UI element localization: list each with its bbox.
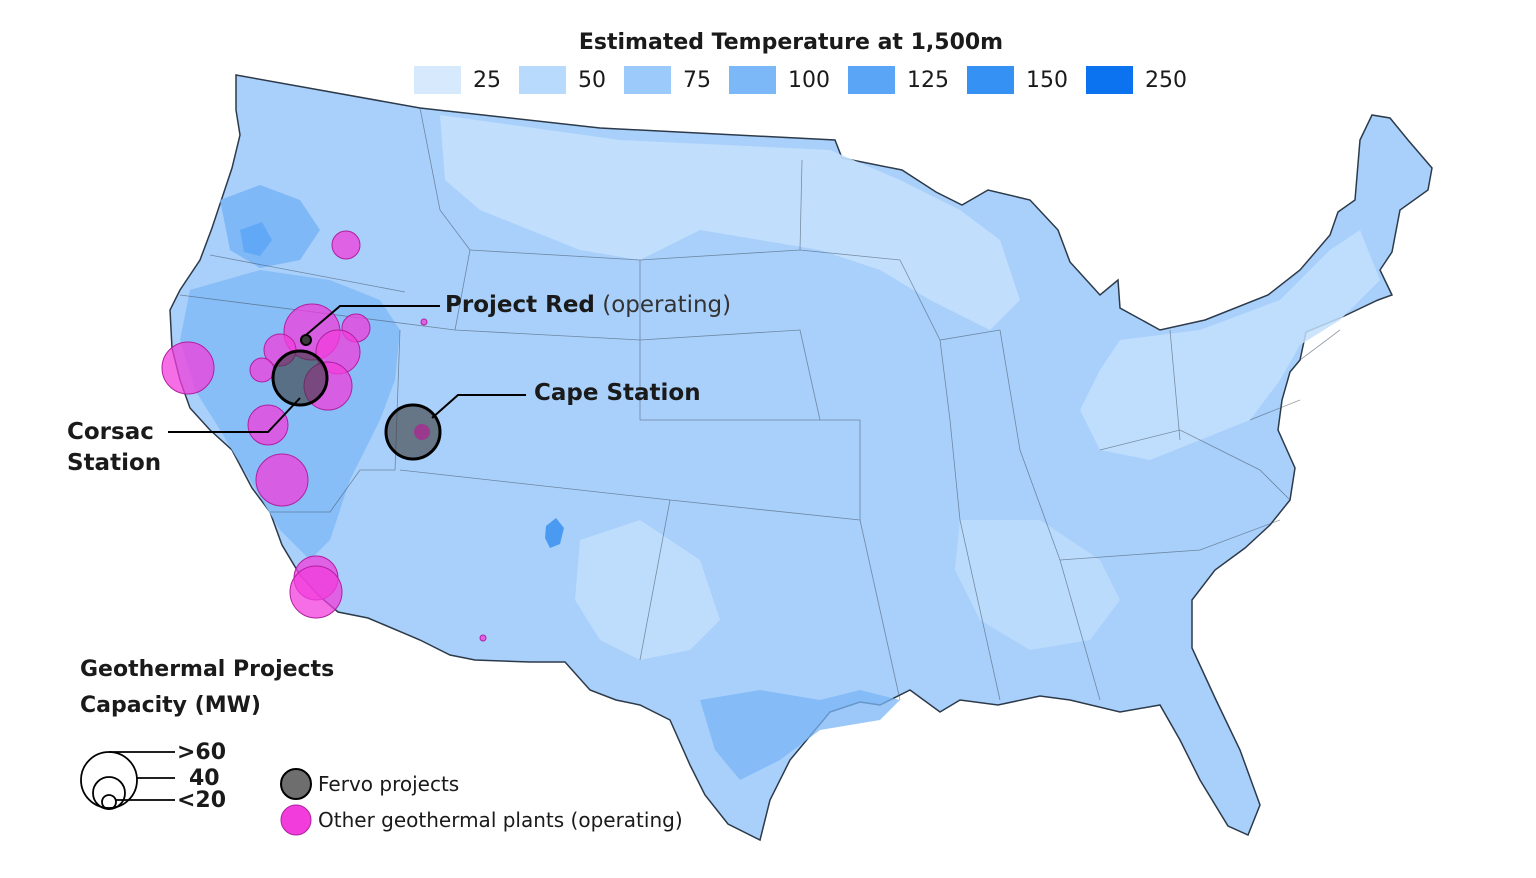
legend-value: 150 <box>1026 67 1068 93</box>
plant-marker <box>247 404 289 446</box>
plant-marker <box>161 341 215 395</box>
legend-value: 125 <box>907 67 949 93</box>
legend-value: 50 <box>578 67 606 93</box>
legend-value: 75 <box>683 67 711 93</box>
cool-zone-gulf <box>955 520 1120 650</box>
legend-item: 50 <box>519 66 614 94</box>
plant-marker <box>479 634 487 642</box>
temperature-legend: 25 50 75 100 125 150 250 <box>414 66 1205 94</box>
legend-value: 100 <box>788 67 830 93</box>
capacity-legend-graphic <box>80 751 175 810</box>
corsac-line2: Station <box>67 450 162 476</box>
capacity-label-small: <20 <box>177 788 227 813</box>
capacity-circle-medium <box>92 776 126 810</box>
plant-marker <box>420 318 428 326</box>
warm-zone-gulf-coast <box>700 690 900 780</box>
hot-zone-oregon <box>240 222 272 256</box>
project-red-marker <box>300 334 312 346</box>
capacity-title-line1: Geothermal Projects <box>80 657 335 682</box>
corsac-leader <box>168 397 301 433</box>
cool-zone-east <box>1080 230 1380 460</box>
corsac-station-marker <box>271 349 329 407</box>
project-red-name: Project Red <box>445 292 595 318</box>
legend-swatch <box>1086 66 1133 94</box>
capacity-label-medium: 40 <box>189 766 220 791</box>
cape-station-name: Cape Station <box>534 380 701 406</box>
plant-marker <box>289 565 343 619</box>
legend-swatch <box>624 66 671 94</box>
legend-value: 25 <box>473 67 501 93</box>
fervo-key-label: Fervo projects <box>318 772 460 796</box>
legend-item: 25 <box>414 66 509 94</box>
cape-station-marker <box>384 403 442 461</box>
plant-marker <box>331 230 361 260</box>
legend-swatch <box>519 66 566 94</box>
legend-swatch <box>848 66 895 94</box>
capacity-title-line2: Capacity (MW) <box>80 693 261 718</box>
callout-lines <box>168 305 526 433</box>
other-geothermal-plants <box>161 230 487 642</box>
corsac-line1: Corsac <box>67 419 154 445</box>
hot-zone-new-mexico <box>545 518 564 548</box>
plant-marker <box>255 453 309 507</box>
cape-station-inner <box>414 424 430 440</box>
corsac-station-label: Corsac Station <box>67 417 161 479</box>
fervo-key-icon <box>280 768 312 800</box>
capacity-circle-small <box>101 794 117 810</box>
legend-title: Estimated Temperature at 1,500m <box>578 30 1004 55</box>
cool-zone-southwest <box>575 520 720 660</box>
legend-swatch <box>967 66 1014 94</box>
cape-station-label: Cape Station <box>534 380 701 406</box>
capacity-label-large: >60 <box>177 740 227 765</box>
state-boundaries <box>179 107 1341 701</box>
legend-item: 75 <box>624 66 719 94</box>
legend-value: 250 <box>1145 67 1187 93</box>
legend-swatch <box>414 66 461 94</box>
project-red-leader <box>305 305 440 336</box>
legend-swatch <box>729 66 776 94</box>
fervo-projects <box>271 334 442 461</box>
cool-zone-north <box>440 115 1020 330</box>
capacity-legend-title: Geothermal Projects Capacity (MW) <box>80 652 334 724</box>
legend-item: 100 <box>729 66 838 94</box>
project-red-status: (operating) <box>602 292 732 318</box>
legend-item: 250 <box>1086 66 1195 94</box>
cape-station-leader <box>431 394 526 419</box>
us-land <box>169 74 1433 842</box>
project-red-label: Project Red (operating) <box>445 292 731 318</box>
plant-marker <box>249 357 275 383</box>
other-plant-key-icon <box>280 804 312 836</box>
legend-item: 150 <box>967 66 1076 94</box>
legend-item: 125 <box>848 66 957 94</box>
other-plant-key-label: Other geothermal plants (operating) <box>318 808 683 832</box>
